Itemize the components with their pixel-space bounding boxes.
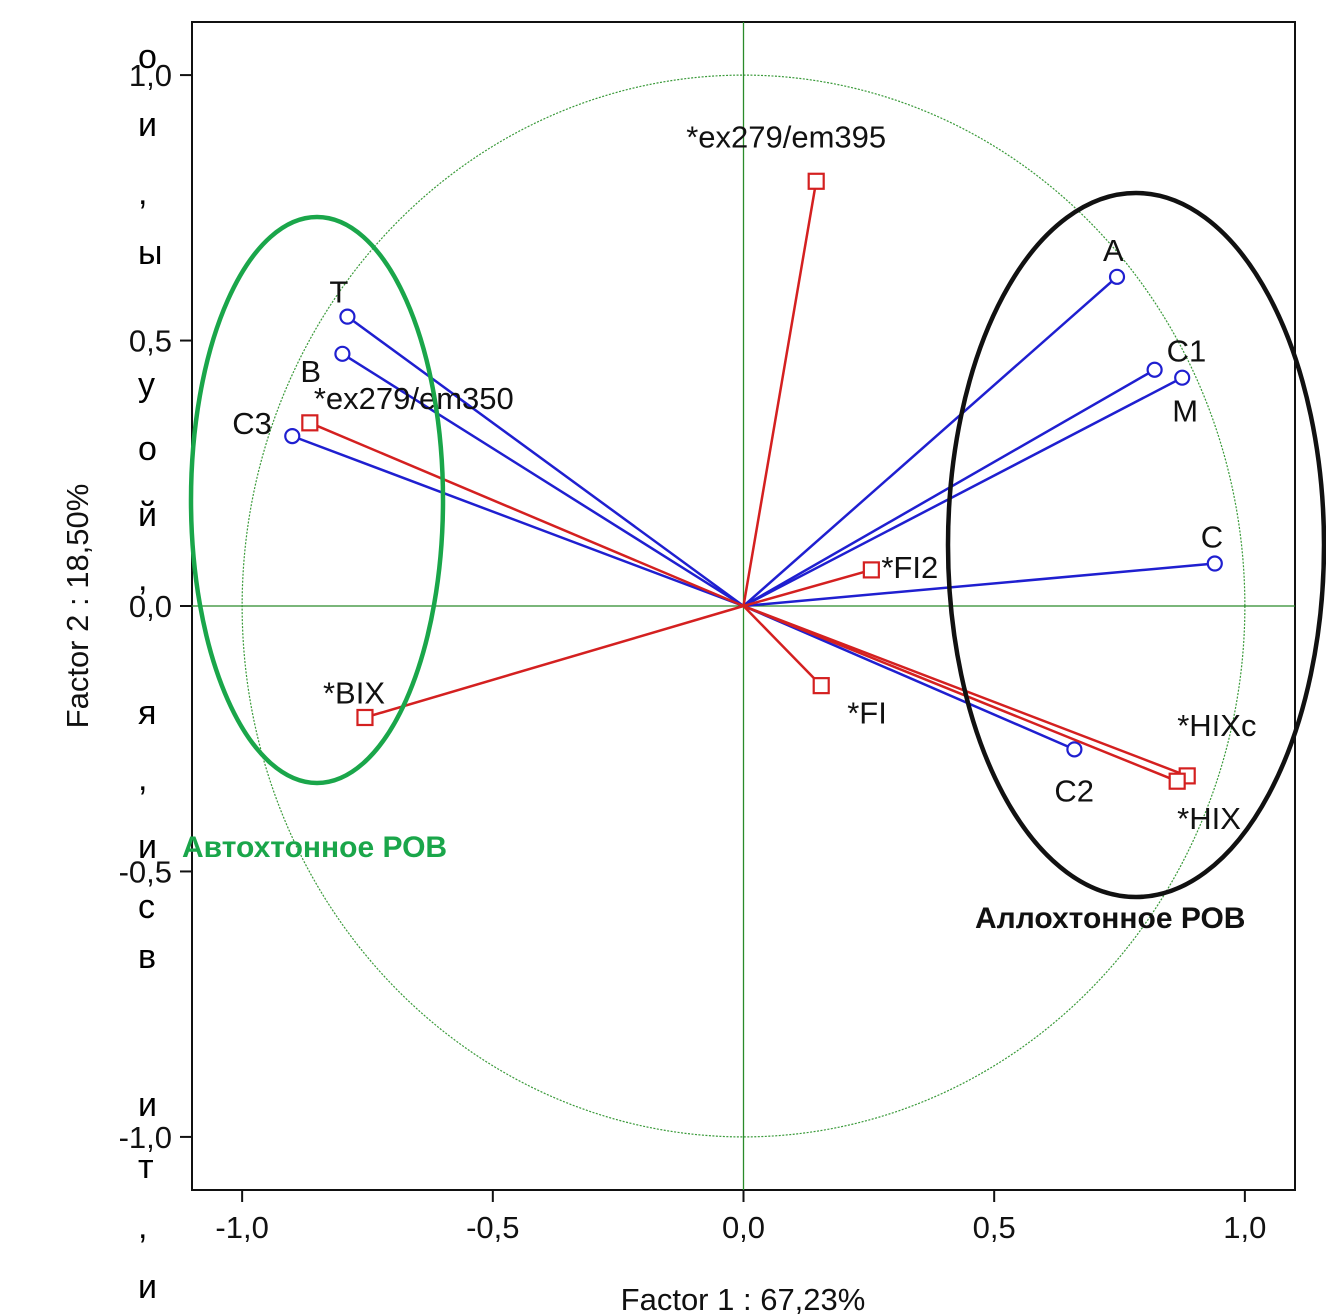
side-text-fragment: и xyxy=(138,1268,157,1306)
side-text-fragment: , xyxy=(138,560,148,598)
loading-vector xyxy=(309,421,744,608)
point-label: C2 xyxy=(1054,773,1094,808)
side-text-fragment: , xyxy=(138,1208,148,1246)
side-text-fragment: , xyxy=(138,174,148,212)
annotation-autochthonous: Автохтонное РОВ xyxy=(182,831,447,864)
y-axis-label: Factor 2 : 18,50% xyxy=(60,484,95,729)
point-label: *FI xyxy=(847,696,887,731)
y-tick-label: -1,0 xyxy=(119,1120,172,1155)
circle-marker xyxy=(1066,741,1083,758)
side-text-fragment: о xyxy=(138,430,157,468)
point-label: *BIX xyxy=(323,675,385,710)
point-label: *FI2 xyxy=(881,550,938,585)
side-text-fragment: у xyxy=(138,366,155,404)
point-label: A xyxy=(1103,233,1124,268)
loading-vector xyxy=(742,376,1183,608)
side-text-fragment: т xyxy=(138,1148,154,1186)
x-axis-label: Factor 1 : 67,23% xyxy=(621,1282,866,1316)
x-tick-label: 0,5 xyxy=(973,1210,1016,1245)
side-text-fragment: я xyxy=(138,694,157,732)
loading-vector xyxy=(742,275,1118,607)
loading-vector xyxy=(742,605,823,687)
y-tick-label: 0,0 xyxy=(129,589,172,624)
side-text-fragment: и xyxy=(138,828,157,866)
circle-marker xyxy=(334,345,351,362)
loading-vector xyxy=(346,315,745,608)
loading-vector xyxy=(743,568,872,608)
circle-marker xyxy=(339,308,356,325)
point-label: *ex279/em395 xyxy=(686,119,886,154)
side-text-fragment: и xyxy=(138,1086,157,1124)
point-label: C3 xyxy=(232,406,272,441)
circle-marker xyxy=(1206,555,1223,572)
loading-vector xyxy=(341,352,745,608)
x-tick-label: -0,5 xyxy=(466,1210,519,1245)
circle-marker xyxy=(1146,361,1163,378)
x-tick-label: 0,0 xyxy=(722,1210,765,1245)
side-text-fragment: й xyxy=(138,496,157,534)
annotation-allochthonous: Аллохтонное РОВ xyxy=(975,902,1245,935)
side-text-fragment: с xyxy=(138,888,155,926)
circle-marker xyxy=(1108,268,1126,285)
group-ellipse-allochthonous xyxy=(945,190,1326,900)
square-marker xyxy=(356,708,374,727)
point-label: C1 xyxy=(1167,334,1207,369)
group-ellipse-autochthonous xyxy=(188,214,446,786)
circle-marker xyxy=(1174,369,1191,386)
point-label: M xyxy=(1172,394,1198,429)
loading-vector xyxy=(742,181,818,607)
point-label: T xyxy=(329,275,348,310)
loading-vector xyxy=(364,604,744,719)
side-text-fragment: и xyxy=(138,106,157,144)
point-label: *HIX xyxy=(1177,801,1241,836)
square-marker xyxy=(301,414,319,432)
loading-vector xyxy=(291,434,744,608)
side-text-fragment: о xyxy=(138,38,157,76)
square-marker xyxy=(1168,772,1186,790)
loading-vector xyxy=(743,604,1075,751)
y-tick-label: 0,5 xyxy=(129,324,172,359)
y-tick-label: -0,5 xyxy=(119,854,172,889)
x-tick-label: -1,0 xyxy=(215,1210,268,1245)
loading-vector xyxy=(743,604,1178,783)
side-text-fragment: , xyxy=(138,760,148,798)
point-label: *ex279/em350 xyxy=(314,381,514,416)
y-tick-label: 1,0 xyxy=(129,58,172,93)
circle-marker xyxy=(284,428,301,445)
side-text-fragment: в xyxy=(138,938,157,976)
loading-vector xyxy=(743,562,1215,608)
point-label: *HIXc xyxy=(1177,708,1256,743)
point-label: C xyxy=(1201,520,1223,555)
square-marker xyxy=(807,172,825,190)
point-label: B xyxy=(300,354,321,389)
square-marker xyxy=(862,561,880,579)
square-marker xyxy=(812,677,830,695)
side-text-fragment: ы xyxy=(138,234,163,272)
x-tick-label: 1,0 xyxy=(1223,1210,1266,1245)
